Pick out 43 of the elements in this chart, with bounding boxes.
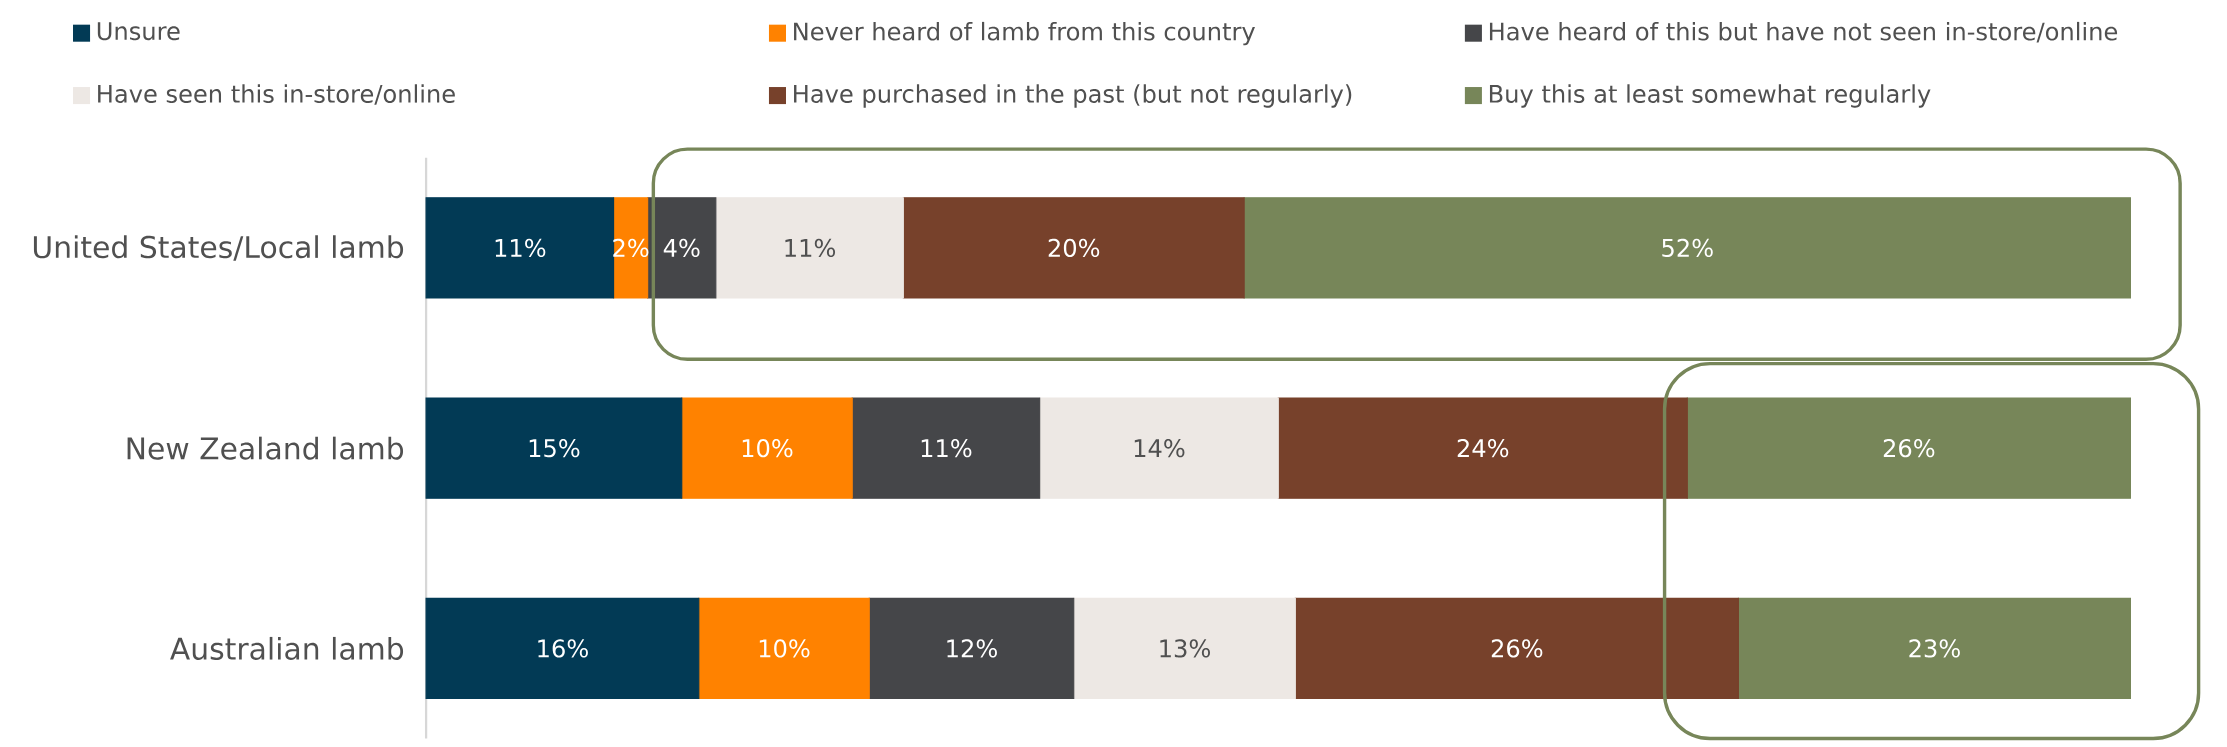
y-tick-label: United States/Local lamb [33, 235, 404, 261]
legend-label: Buy this at least somewhat regularly [1489, 84, 1931, 108]
y-tick-label: Australian lamb [170, 636, 404, 660]
bar [851, 397, 1041, 499]
data-label: 24% [1457, 439, 1509, 458]
data-label: 20% [1048, 238, 1100, 258]
legend-label: Have purchased in the past (but not regularly) [794, 84, 1352, 108]
y-tick-label: New Zealand lamb [127, 436, 404, 460]
bar [1294, 597, 1739, 700]
data-label: 10% [759, 639, 810, 658]
data-label: 23% [1909, 639, 1960, 658]
data-label: 4% [663, 238, 700, 258]
legend-label: Never heard of lamb from this country [794, 21, 1255, 46]
data-label: 12% [947, 639, 997, 658]
data-label: 14% [1134, 439, 1185, 458]
bar [1073, 597, 1296, 700]
data-label: 26% [1491, 639, 1543, 658]
bar [715, 197, 904, 299]
data-label: 10% [742, 439, 793, 458]
bar [425, 397, 683, 499]
data-label: 26% [1883, 439, 1935, 458]
bar [1686, 397, 2131, 499]
bar [1737, 597, 2131, 700]
bar [425, 197, 615, 299]
data-label: 52% [1662, 238, 1713, 258]
bar [647, 197, 717, 299]
data-label: 11% [495, 238, 546, 258]
data-label: 13% [1160, 639, 1211, 658]
bar [868, 597, 1075, 700]
legend-label: Have heard of this but have not seen in-store/online [1489, 21, 2118, 43]
data-label: 11% [921, 439, 972, 458]
bar [1243, 197, 2131, 299]
bar [681, 397, 853, 499]
bar [902, 197, 1245, 299]
bar [1039, 397, 1279, 499]
bar [698, 597, 870, 700]
data-label: 16% [538, 639, 588, 658]
data-label: 11% [785, 238, 836, 258]
legend-label: Unsure [97, 22, 180, 41]
legend-label: Have seen this in-store/online [98, 84, 455, 105]
bar [425, 597, 700, 700]
data-label: 15% [529, 439, 580, 458]
bar [1277, 397, 1688, 499]
